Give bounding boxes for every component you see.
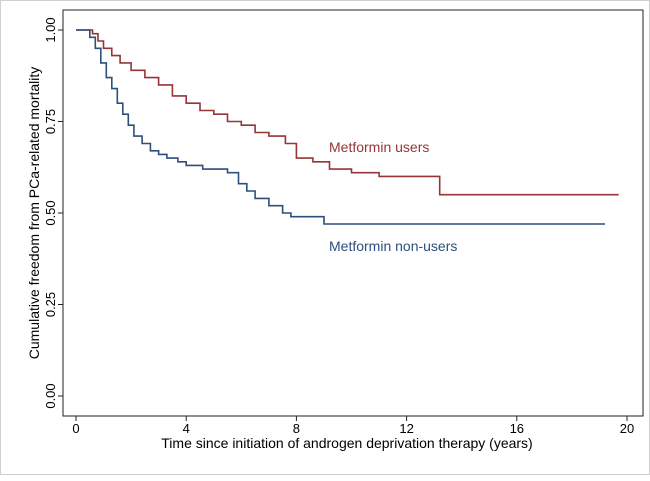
x-tick-label: 20 (620, 421, 634, 436)
x-axis-label: Time since initiation of androgen depriv… (161, 435, 532, 451)
x-tick-label: 12 (399, 421, 413, 436)
series-label-metformin-non-users: Metformin non-users (329, 238, 457, 254)
series-layer (76, 29, 619, 225)
x-tick-label: 0 (72, 421, 79, 436)
series-label-metformin-users: Metformin users (329, 139, 429, 155)
y-tick-label: 1.00 (43, 17, 58, 42)
series-line-metformin-users (76, 29, 619, 196)
y-tick-label: 0.25 (43, 292, 58, 317)
y-tick-label: 0.75 (43, 109, 58, 134)
y-tick-label: 0.50 (43, 200, 58, 225)
series-line-metformin-non-users (76, 29, 605, 225)
x-tick-label: 16 (510, 421, 524, 436)
y-tick-label: 0.00 (43, 383, 58, 408)
x-axis-ticks: 0 4 8 12 16 20 (72, 416, 634, 436)
y-axis-ticks: 0.00 0.25 0.50 0.75 1.00 (43, 17, 63, 409)
plot-area (62, 9, 644, 417)
x-tick-label: 8 (293, 421, 300, 436)
y-axis-label: Cumulative freedom from PCa-related mort… (26, 67, 42, 360)
x-tick-label: 4 (183, 421, 190, 436)
